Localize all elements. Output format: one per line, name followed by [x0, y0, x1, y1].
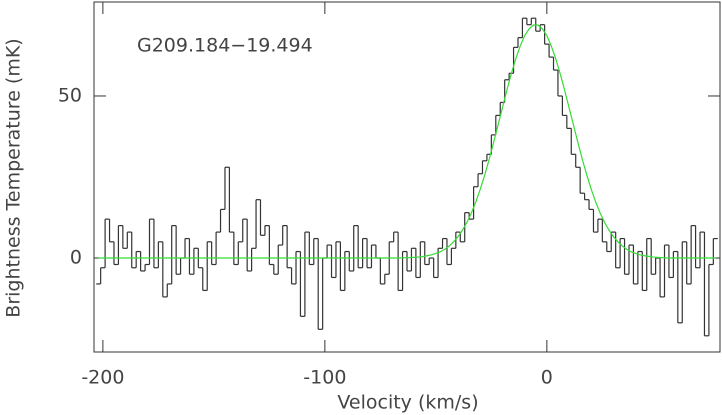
x-tick-label: -200 [81, 367, 124, 389]
y-axis-label: Brightness Temperature (mK) [3, 38, 25, 317]
plot-frame [93, 1, 721, 353]
x-tick-label: 0 [541, 367, 553, 389]
annotation: G209.184−19.494 [137, 35, 313, 57]
x-tick-label: -100 [303, 367, 346, 389]
y-tick-label: 50 [58, 84, 82, 106]
x-axis-label: Velocity (km/s) [337, 392, 478, 414]
fit-curve [98, 24, 716, 259]
y-tick-label: 0 [70, 247, 82, 269]
